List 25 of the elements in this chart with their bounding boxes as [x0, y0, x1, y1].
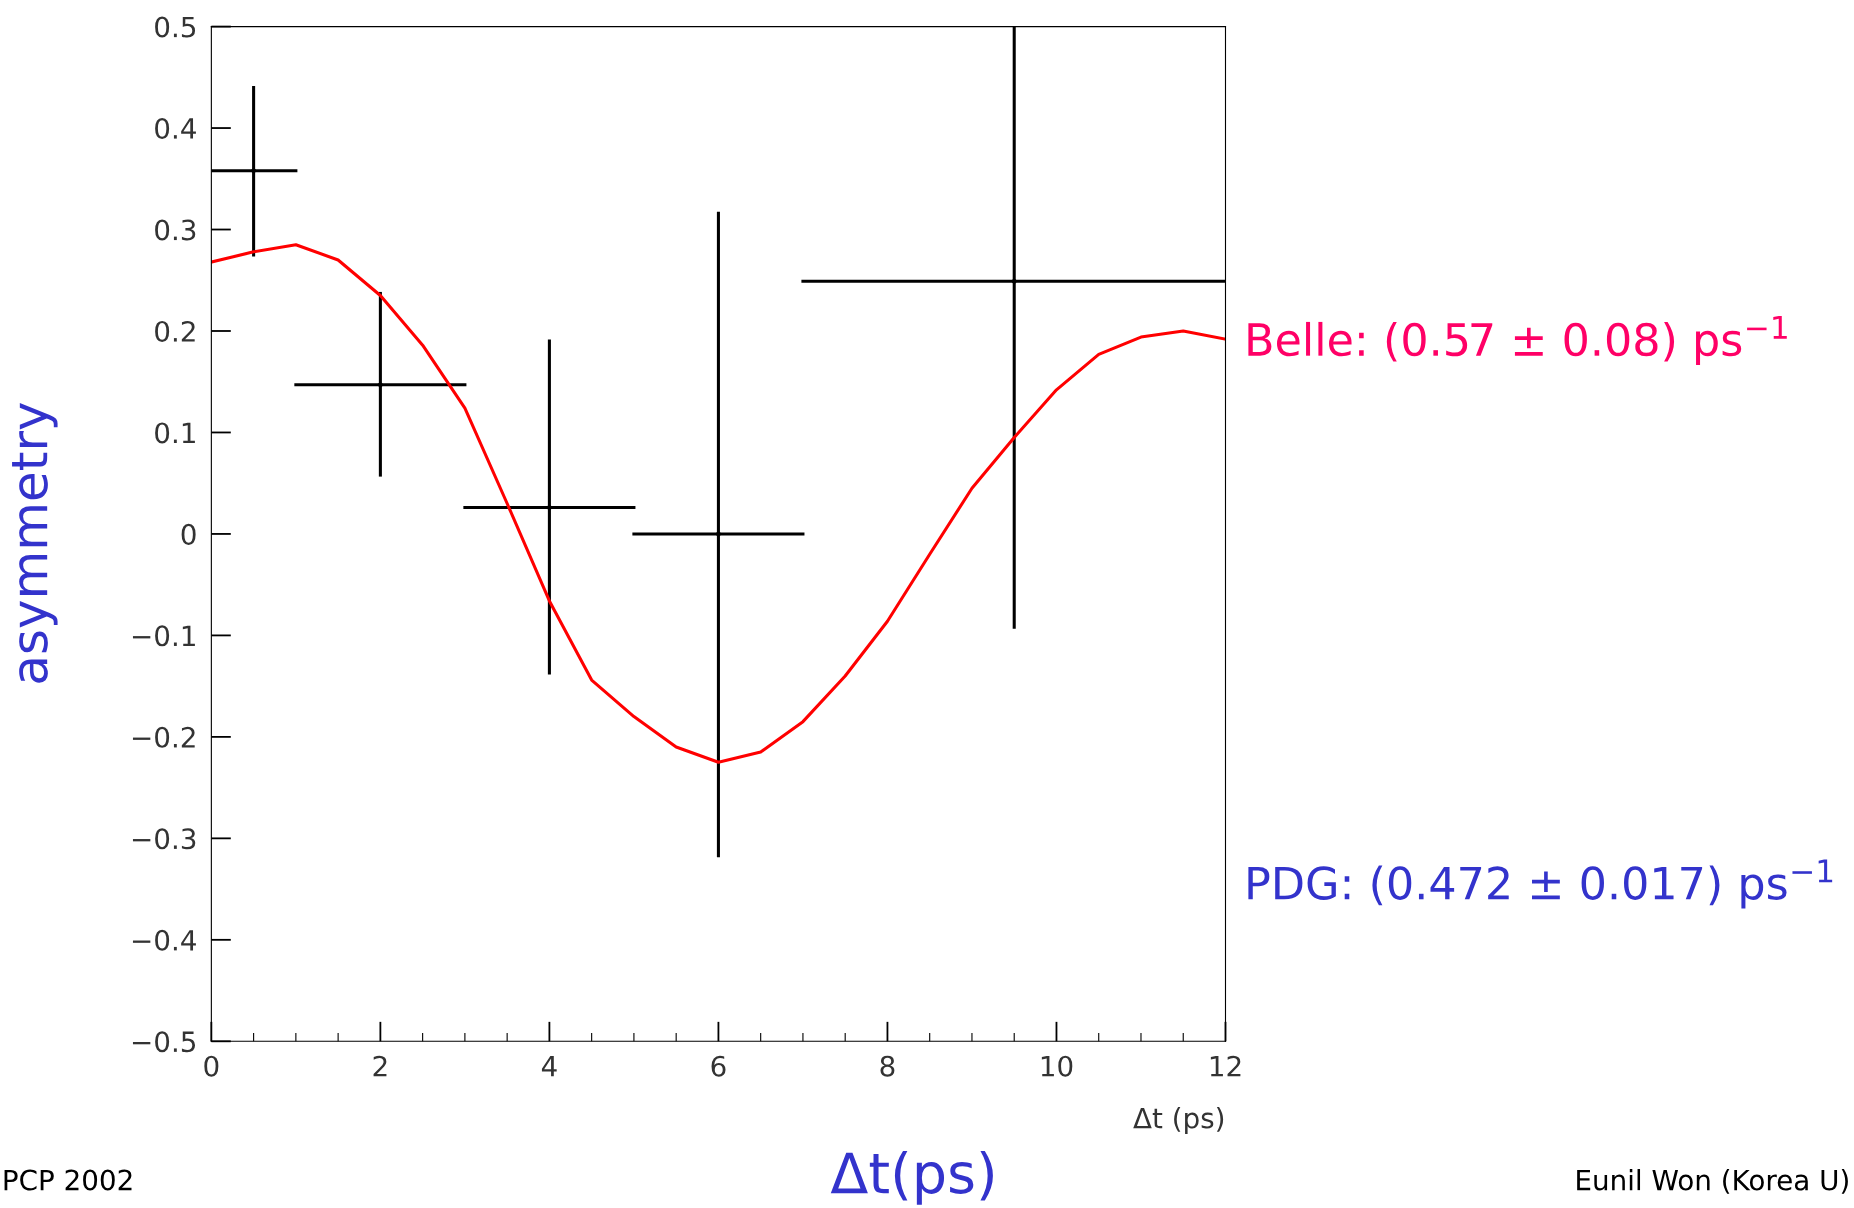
y-tick-label: 0.3	[155, 219, 196, 241]
text: PCP 2002	[4, 1169, 132, 1191]
y-tick-label: −0.3	[132, 828, 196, 850]
y-tick-label: 0	[181, 523, 196, 545]
text: Belle: (0.57 ± 0.08) ps$^{−1}$	[1248, 315, 1787, 365]
text: Δt(ps)	[830, 1150, 993, 1205]
x-tick-label: 8	[880, 1055, 895, 1077]
y-tick-label: 0.5	[155, 16, 196, 38]
y-tick-label: 0.4	[155, 117, 196, 139]
y-tick-label: 0.1	[155, 422, 195, 444]
x-tick-label: 4	[541, 1056, 557, 1077]
x-tick-label: 6	[711, 1055, 726, 1077]
y-tick-label: −0.5	[132, 1031, 196, 1053]
x-tick-label: 2	[373, 1055, 387, 1077]
text: Eunil Won (Korea U)	[1577, 1169, 1848, 1194]
y-tick-label: 0.2	[155, 320, 195, 342]
x-tick-label: 12	[1210, 1055, 1241, 1077]
y-tick-label: −0.1	[132, 625, 195, 647]
x-tick-label: 0	[204, 1055, 219, 1077]
x-axis-title: Δt (ps)	[1133, 1107, 1224, 1134]
x-tick-label: 10	[1041, 1055, 1073, 1077]
y-axis-title: asymmetry	[12, 402, 58, 683]
text: PDG: (0.472 ± 0.017) ps$^{−1}$	[1248, 859, 1833, 909]
y-tick-label: −0.2	[132, 726, 195, 748]
y-tick-label: −0.4	[132, 929, 196, 951]
